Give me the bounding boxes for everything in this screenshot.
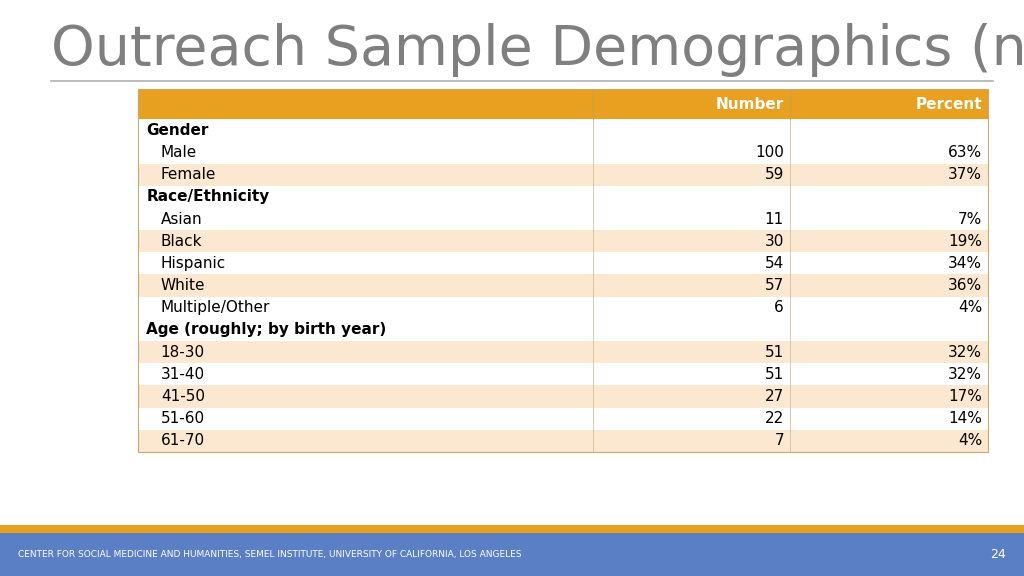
FancyBboxPatch shape bbox=[791, 230, 988, 252]
FancyBboxPatch shape bbox=[791, 185, 988, 208]
FancyBboxPatch shape bbox=[138, 407, 593, 430]
Text: Outreach Sample Demographics (n=158): Outreach Sample Demographics (n=158) bbox=[51, 23, 1024, 77]
Text: Number: Number bbox=[716, 97, 784, 112]
FancyBboxPatch shape bbox=[138, 341, 593, 363]
FancyBboxPatch shape bbox=[138, 319, 593, 341]
Text: Age (roughly; by birth year): Age (roughly; by birth year) bbox=[146, 323, 387, 338]
Text: Asian: Asian bbox=[161, 211, 203, 226]
Text: 34%: 34% bbox=[948, 256, 982, 271]
Text: 19%: 19% bbox=[948, 234, 982, 249]
Text: 63%: 63% bbox=[948, 145, 982, 160]
FancyBboxPatch shape bbox=[791, 319, 988, 341]
FancyBboxPatch shape bbox=[593, 385, 791, 407]
Text: 32%: 32% bbox=[948, 367, 982, 382]
FancyBboxPatch shape bbox=[791, 297, 988, 319]
Text: 7: 7 bbox=[774, 433, 784, 448]
FancyBboxPatch shape bbox=[138, 89, 593, 119]
FancyBboxPatch shape bbox=[593, 430, 791, 452]
Text: 17%: 17% bbox=[948, 389, 982, 404]
Text: 27: 27 bbox=[765, 389, 784, 404]
FancyBboxPatch shape bbox=[138, 252, 593, 274]
FancyBboxPatch shape bbox=[138, 385, 593, 407]
Text: 54: 54 bbox=[765, 256, 784, 271]
FancyBboxPatch shape bbox=[791, 208, 988, 230]
FancyBboxPatch shape bbox=[138, 297, 593, 319]
FancyBboxPatch shape bbox=[791, 341, 988, 363]
Text: Gender: Gender bbox=[146, 123, 209, 138]
FancyBboxPatch shape bbox=[593, 407, 791, 430]
FancyBboxPatch shape bbox=[791, 363, 988, 385]
Text: 11: 11 bbox=[765, 211, 784, 226]
FancyBboxPatch shape bbox=[593, 89, 791, 119]
FancyBboxPatch shape bbox=[593, 319, 791, 341]
FancyBboxPatch shape bbox=[138, 230, 593, 252]
Text: 59: 59 bbox=[765, 167, 784, 182]
FancyBboxPatch shape bbox=[791, 430, 988, 452]
Text: CENTER FOR SOCIAL MEDICINE AND HUMANITIES, SEMEL INSTITUTE, UNIVERSITY OF CALIFO: CENTER FOR SOCIAL MEDICINE AND HUMANITIE… bbox=[18, 550, 522, 559]
FancyBboxPatch shape bbox=[593, 230, 791, 252]
Text: 41-50: 41-50 bbox=[161, 389, 205, 404]
FancyBboxPatch shape bbox=[791, 119, 988, 142]
Text: 51-60: 51-60 bbox=[161, 411, 205, 426]
Text: Race/Ethnicity: Race/Ethnicity bbox=[146, 190, 269, 204]
Text: 6: 6 bbox=[774, 300, 784, 315]
FancyBboxPatch shape bbox=[138, 119, 593, 142]
Text: 32%: 32% bbox=[948, 344, 982, 359]
FancyBboxPatch shape bbox=[138, 274, 593, 297]
FancyBboxPatch shape bbox=[593, 297, 791, 319]
FancyBboxPatch shape bbox=[138, 430, 593, 452]
FancyBboxPatch shape bbox=[138, 142, 593, 164]
Text: Male: Male bbox=[161, 145, 197, 160]
Text: 7%: 7% bbox=[957, 211, 982, 226]
Text: 4%: 4% bbox=[957, 300, 982, 315]
FancyBboxPatch shape bbox=[0, 525, 1024, 533]
FancyBboxPatch shape bbox=[138, 208, 593, 230]
Text: 24: 24 bbox=[990, 548, 1006, 561]
FancyBboxPatch shape bbox=[138, 185, 593, 208]
FancyBboxPatch shape bbox=[593, 142, 791, 164]
Text: 37%: 37% bbox=[948, 167, 982, 182]
Text: 51: 51 bbox=[765, 367, 784, 382]
Text: 31-40: 31-40 bbox=[161, 367, 205, 382]
FancyBboxPatch shape bbox=[791, 407, 988, 430]
FancyBboxPatch shape bbox=[0, 533, 1024, 576]
Text: 57: 57 bbox=[765, 278, 784, 293]
FancyBboxPatch shape bbox=[593, 252, 791, 274]
Text: Black: Black bbox=[161, 234, 203, 249]
FancyBboxPatch shape bbox=[138, 164, 593, 185]
Text: 36%: 36% bbox=[948, 278, 982, 293]
FancyBboxPatch shape bbox=[791, 164, 988, 185]
Text: White: White bbox=[161, 278, 205, 293]
Text: 18-30: 18-30 bbox=[161, 344, 205, 359]
Text: 14%: 14% bbox=[948, 411, 982, 426]
Text: 4%: 4% bbox=[957, 433, 982, 448]
Text: 22: 22 bbox=[765, 411, 784, 426]
Text: Multiple/Other: Multiple/Other bbox=[161, 300, 270, 315]
FancyBboxPatch shape bbox=[593, 119, 791, 142]
FancyBboxPatch shape bbox=[593, 363, 791, 385]
FancyBboxPatch shape bbox=[593, 341, 791, 363]
FancyBboxPatch shape bbox=[593, 208, 791, 230]
Text: Percent: Percent bbox=[915, 97, 982, 112]
FancyBboxPatch shape bbox=[791, 385, 988, 407]
FancyBboxPatch shape bbox=[138, 363, 593, 385]
Text: Hispanic: Hispanic bbox=[161, 256, 226, 271]
FancyBboxPatch shape bbox=[593, 164, 791, 185]
FancyBboxPatch shape bbox=[593, 185, 791, 208]
Text: 30: 30 bbox=[765, 234, 784, 249]
FancyBboxPatch shape bbox=[791, 252, 988, 274]
Text: Female: Female bbox=[161, 167, 216, 182]
FancyBboxPatch shape bbox=[593, 274, 791, 297]
Text: 51: 51 bbox=[765, 344, 784, 359]
FancyBboxPatch shape bbox=[791, 89, 988, 119]
FancyBboxPatch shape bbox=[791, 274, 988, 297]
Text: 61-70: 61-70 bbox=[161, 433, 205, 448]
FancyBboxPatch shape bbox=[791, 142, 988, 164]
Text: 100: 100 bbox=[755, 145, 784, 160]
